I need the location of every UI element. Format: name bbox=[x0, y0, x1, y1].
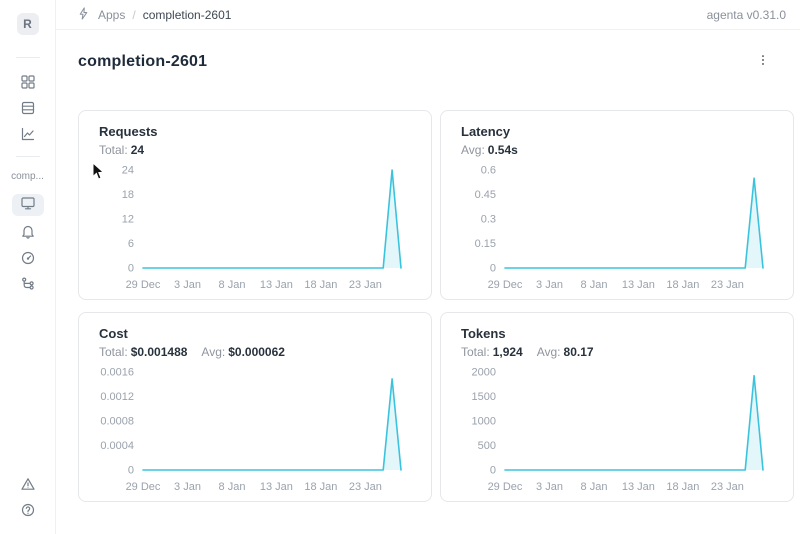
svg-text:0.6: 0.6 bbox=[481, 165, 496, 177]
svg-text:13 Jan: 13 Jan bbox=[260, 481, 293, 493]
workspace-avatar[interactable]: R bbox=[16, 13, 39, 35]
svg-text:0: 0 bbox=[128, 465, 134, 477]
svg-text:8 Jan: 8 Jan bbox=[219, 481, 246, 493]
kebab-menu-icon bbox=[756, 52, 770, 73]
svg-text:0.0012: 0.0012 bbox=[100, 391, 134, 403]
sidebar-divider bbox=[15, 156, 40, 157]
sidebar-item-apps[interactable] bbox=[14, 74, 42, 94]
bell-icon bbox=[20, 224, 36, 245]
top-header: Apps / completion-2601 agenta v0.31.0 bbox=[56, 0, 800, 30]
svg-text:0: 0 bbox=[128, 263, 134, 275]
breadcrumb-separator: / bbox=[132, 7, 136, 22]
latency-stats: Avg: 0.54s bbox=[461, 143, 518, 157]
latency-chart: 0 0.15 0.3 0.45 0.6 29 Dec 3 Jan 8 Jan 13 Jan 18 … bbox=[461, 162, 773, 299]
sidebar-item-overview[interactable] bbox=[11, 194, 44, 216]
sidebar-item-observability[interactable] bbox=[14, 250, 42, 270]
svg-text:3 Jan: 3 Jan bbox=[536, 481, 563, 493]
svg-text:18 Jan: 18 Jan bbox=[304, 279, 337, 291]
current-app-label: comp... bbox=[11, 171, 44, 182]
svg-text:8 Jan: 8 Jan bbox=[219, 279, 246, 291]
sidebar-item-evaluations[interactable] bbox=[14, 224, 42, 244]
svg-text:8 Jan: 8 Jan bbox=[581, 279, 608, 291]
svg-text:3 Jan: 3 Jan bbox=[174, 279, 201, 291]
card-title: Latency bbox=[461, 124, 511, 139]
sidebar: R comp... bbox=[0, 0, 56, 534]
svg-text:23 Jan: 23 Jan bbox=[711, 481, 744, 493]
svg-text:29 Dec: 29 Dec bbox=[488, 279, 523, 291]
avatar-letter: R bbox=[23, 17, 32, 31]
sidebar-item-traces[interactable] bbox=[14, 276, 42, 296]
svg-text:3 Jan: 3 Jan bbox=[174, 481, 201, 493]
kebab-menu-button[interactable] bbox=[754, 53, 772, 71]
tokens-stats: Total: 1,924 Avg: 80.17 bbox=[461, 345, 594, 359]
metrics-grid: Requests Total: 24 0 6 12 18 24 29 Dec 3 Jan 8 J… bbox=[78, 110, 794, 502]
app-version-label: agenta v0.31.0 bbox=[706, 7, 786, 22]
svg-text:0.0008: 0.0008 bbox=[100, 416, 134, 428]
svg-text:0.45: 0.45 bbox=[475, 189, 496, 201]
tree-structure-icon bbox=[20, 276, 36, 297]
grid-icon bbox=[20, 74, 36, 95]
sidebar-item-testsets[interactable] bbox=[14, 100, 42, 120]
testsets-icon bbox=[20, 100, 36, 121]
cost-card: Cost Total: $0.001488 Avg: $0.000062 0 0.00… bbox=[78, 312, 432, 502]
main-content: completion-2601 Requests Total: 24 0 6 12 18… bbox=[56, 52, 800, 502]
requests-card: Requests Total: 24 0 6 12 18 24 29 Dec 3 Jan 8 J… bbox=[78, 110, 432, 300]
svg-text:8 Jan: 8 Jan bbox=[581, 481, 608, 493]
svg-text:23 Jan: 23 Jan bbox=[349, 279, 382, 291]
svg-text:0: 0 bbox=[490, 263, 496, 275]
page-title: completion-2601 bbox=[78, 53, 208, 70]
svg-text:0.15: 0.15 bbox=[475, 238, 496, 250]
svg-text:1500: 1500 bbox=[472, 391, 496, 403]
svg-text:500: 500 bbox=[478, 440, 496, 452]
card-title: Cost bbox=[99, 326, 128, 341]
cost-chart: 0 0.0004 0.0008 0.0012 0.0016 29 Dec 3 Jan 8 Ja… bbox=[99, 364, 411, 501]
svg-text:0.0016: 0.0016 bbox=[100, 367, 134, 379]
svg-text:18: 18 bbox=[122, 189, 134, 201]
svg-text:0.0004: 0.0004 bbox=[100, 440, 134, 452]
svg-text:12: 12 bbox=[122, 214, 134, 226]
monitor-icon bbox=[20, 195, 36, 216]
svg-text:6: 6 bbox=[128, 238, 134, 250]
alert-triangle-icon bbox=[20, 476, 36, 497]
breadcrumb-current: completion-2601 bbox=[142, 7, 232, 22]
cost-stats: Total: $0.001488 Avg: $0.000062 bbox=[99, 345, 285, 359]
svg-text:24: 24 bbox=[122, 165, 134, 177]
requests-chart: 0 6 12 18 24 29 Dec 3 Jan 8 Jan 13 Jan 18 Jan 23 J… bbox=[99, 162, 411, 299]
tokens-card: Tokens Total: 1,924 Avg: 80.17 0 500 1000 150… bbox=[440, 312, 794, 502]
svg-text:18 Jan: 18 Jan bbox=[666, 481, 699, 493]
svg-text:3 Jan: 3 Jan bbox=[536, 279, 563, 291]
alerts-button[interactable] bbox=[14, 476, 42, 496]
card-title: Requests bbox=[99, 124, 158, 139]
svg-text:18 Jan: 18 Jan bbox=[666, 279, 699, 291]
svg-text:13 Jan: 13 Jan bbox=[622, 481, 655, 493]
breadcrumb-apps-link[interactable]: Apps bbox=[98, 7, 126, 22]
svg-text:29 Dec: 29 Dec bbox=[488, 481, 523, 493]
requests-stats: Total: 24 bbox=[99, 143, 145, 157]
latency-card: Latency Avg: 0.54s 0 0.15 0.3 0.45 0.6 29 Dec 3… bbox=[440, 110, 794, 300]
help-icon bbox=[20, 502, 36, 523]
sidebar-item-observability-global[interactable] bbox=[14, 126, 42, 146]
svg-text:0: 0 bbox=[490, 465, 496, 477]
svg-text:1000: 1000 bbox=[472, 416, 496, 428]
svg-text:0.3: 0.3 bbox=[481, 214, 496, 226]
help-button[interactable] bbox=[14, 502, 42, 522]
svg-text:23 Jan: 23 Jan bbox=[711, 279, 744, 291]
trend-chart-icon bbox=[20, 126, 36, 147]
svg-text:29 Dec: 29 Dec bbox=[126, 481, 161, 493]
card-title: Tokens bbox=[461, 326, 506, 341]
svg-text:13 Jan: 13 Jan bbox=[622, 279, 655, 291]
svg-text:13 Jan: 13 Jan bbox=[260, 279, 293, 291]
svg-text:2000: 2000 bbox=[472, 367, 496, 379]
sidebar-divider bbox=[15, 57, 40, 58]
svg-text:29 Dec: 29 Dec bbox=[126, 279, 161, 291]
lightning-icon bbox=[76, 6, 91, 24]
tokens-chart: 0 500 1000 1500 2000 29 Dec 3 Jan 8 Jan 13 Jan 18… bbox=[461, 364, 773, 501]
svg-text:18 Jan: 18 Jan bbox=[304, 481, 337, 493]
gauge-icon bbox=[20, 250, 36, 271]
svg-text:23 Jan: 23 Jan bbox=[349, 481, 382, 493]
breadcrumb: Apps / completion-2601 bbox=[76, 6, 231, 24]
